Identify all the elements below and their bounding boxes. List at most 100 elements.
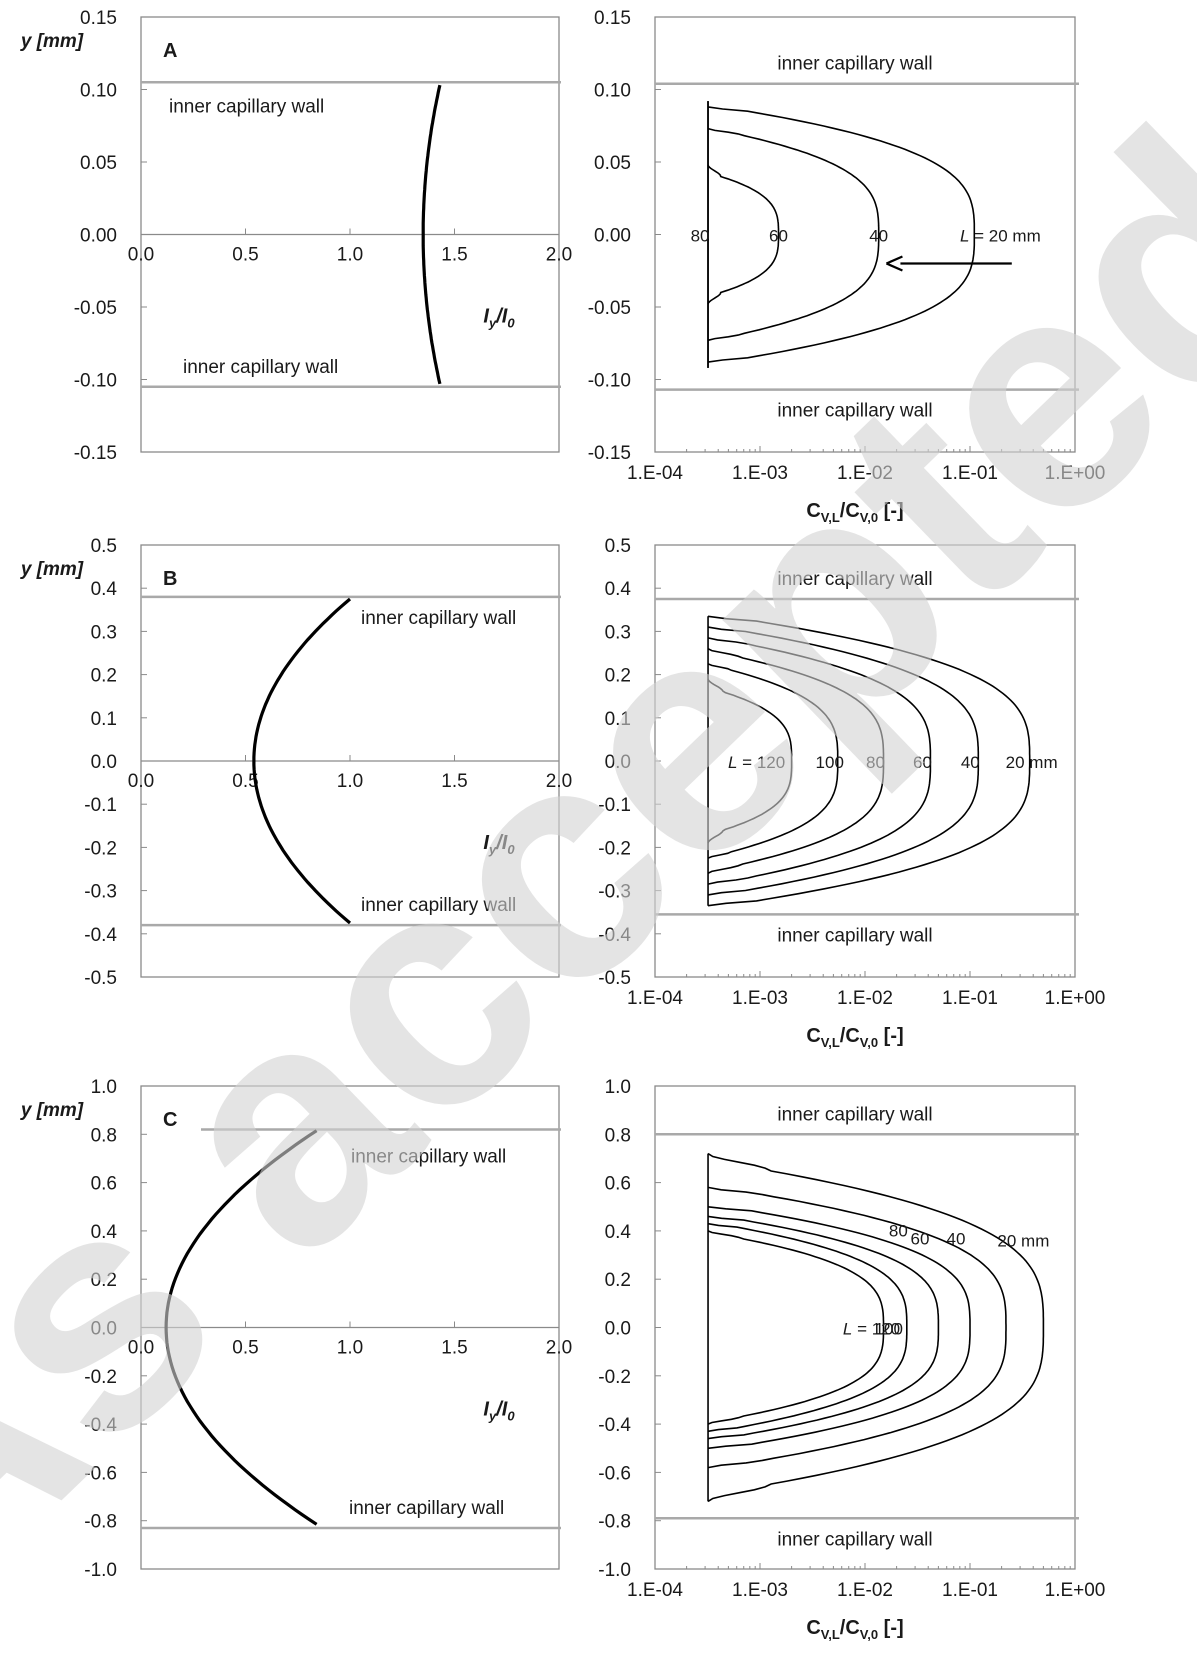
y-tick-label: 0.8 [91, 1125, 117, 1146]
y-tick-label: 0.05 [594, 153, 631, 174]
y-tick-label: -0.15 [588, 443, 631, 464]
x-tick-label: 1.E-03 [732, 1580, 788, 1601]
x-tick-label: 0.0 [128, 771, 154, 792]
y-tick-label: -0.8 [84, 1512, 117, 1533]
y-tick-label: 0.4 [605, 1222, 632, 1243]
concentration-curve [707, 1152, 1045, 1503]
x-axis-title: CV,L/CV,0 [-] [806, 500, 903, 525]
y-tick-label: -1.0 [598, 1560, 631, 1581]
wall-label: inner capillary wall [777, 54, 932, 75]
y-tick-label: -0.6 [84, 1463, 117, 1484]
y-tick-label: 0.3 [91, 622, 117, 643]
y-tick-label: 0.2 [91, 666, 117, 687]
y-tick-label: -0.3 [84, 882, 117, 903]
y-tick-label: 0.10 [80, 81, 117, 102]
series-label: 80 [866, 753, 885, 772]
series-label: 80 [889, 1222, 908, 1241]
x-tick-label: 2.0 [546, 1338, 572, 1359]
x-tick-label: 1.E-02 [837, 988, 893, 1009]
y-tick-label: 1.0 [605, 1077, 631, 1098]
x-tick-label: 1.E+00 [1045, 1580, 1106, 1601]
x-tick-label: 1.5 [441, 1338, 467, 1359]
wall-label: inner capillary wall [351, 1146, 506, 1167]
wall-label: inner capillary wall [361, 895, 516, 916]
x-tick-label: 1.E+00 [1045, 463, 1106, 484]
x-tick-label: 0.5 [232, 771, 258, 792]
y-tick-label: -0.8 [598, 1512, 631, 1533]
x-tick-label: 1.E-01 [942, 988, 998, 1009]
y-tick-label: 0.5 [605, 536, 631, 557]
wall-label: inner capillary wall [777, 925, 932, 946]
intensity-profile [252, 597, 352, 925]
y-tick-label: -0.5 [598, 968, 631, 989]
y-axis-title: y [mm] [20, 31, 84, 52]
x-tick-label: 0.0 [128, 1338, 154, 1359]
y-tick-label: -0.2 [84, 838, 117, 859]
concentration-curve [707, 1215, 940, 1440]
series-label: 60 [911, 1230, 930, 1249]
x-tick-label: 1.5 [441, 245, 467, 266]
x-tick-label: 0.0 [128, 245, 154, 266]
x-tick-label: 0.5 [232, 245, 258, 266]
y-tick-label: -1.0 [84, 1560, 117, 1581]
x-tick-label: 1.E-02 [837, 1580, 893, 1601]
y-tick-label: -0.2 [84, 1367, 117, 1388]
series-label: 40 [961, 753, 980, 772]
x-tick-label: 1.E-01 [942, 1580, 998, 1601]
concentration-curve [707, 637, 932, 885]
concentration-curve [707, 164, 780, 305]
x-tick-label: 2.0 [546, 245, 572, 266]
y-tick-label: -0.3 [598, 882, 631, 903]
y-tick-label: -0.15 [74, 443, 117, 464]
series-label: 20 mm [997, 1232, 1049, 1251]
concentration-curve [707, 1222, 908, 1433]
panel-label: C [163, 1109, 177, 1131]
series-label: L = 120 [843, 1320, 900, 1339]
y-tick-label: -0.4 [598, 925, 631, 946]
panel-label: A [163, 40, 177, 62]
series-label: 100 [875, 1320, 903, 1339]
x-tick-label: 1.0 [337, 1338, 363, 1359]
wall-label: inner capillary wall [169, 96, 324, 117]
y-tick-label: 0.10 [594, 81, 631, 102]
y-tick-label: -0.2 [598, 1367, 631, 1388]
series-label: 80 [691, 227, 710, 246]
y-tick-label: 0.4 [91, 1222, 118, 1243]
wall-label: inner capillary wall [361, 608, 516, 629]
series-label: 40 [946, 1230, 965, 1249]
y-tick-label: 0.2 [91, 1270, 117, 1291]
x-tick-label: 0.5 [232, 1338, 258, 1359]
y-tick-label: 0.3 [605, 622, 631, 643]
y-tick-label: 0.5 [91, 536, 117, 557]
wall-label: inner capillary wall [777, 569, 932, 590]
y-tick-label: -0.05 [588, 298, 631, 319]
chart-panel-c-right: -1.0 -0.8 -0.6 -0.4 -0.2 0.0 0.2 0.4 0.6 0.8 1.0 1.… [598, 1077, 1105, 1642]
x-tick-label: 1.0 [337, 771, 363, 792]
x-tick-label: 1.5 [441, 771, 467, 792]
chart-panel-b-left: -0.5 -0.4 -0.3 -0.2 -0.1 0.0 0.1 0.2 0.3 0.4 0.5 0.… [20, 536, 572, 989]
intensity-profile [164, 1129, 318, 1526]
wall-label: inner capillary wall [777, 401, 932, 422]
y-tick-label: -0.1 [84, 795, 117, 816]
y-tick-label: -0.5 [84, 968, 117, 989]
y-tick-label: 0.0 [91, 1319, 117, 1340]
x-tick-label: 1.E-01 [942, 463, 998, 484]
y-tick-label: -0.4 [84, 1415, 117, 1436]
chart-panel-c-left: -1.0 -0.8 -0.6 -0.4 -0.2 0.0 0.2 0.4 0.6 0.8 1.0 0.… [20, 1077, 572, 1581]
y-tick-label: 0.15 [594, 8, 631, 29]
y-tick-label: -0.05 [74, 298, 117, 319]
chart-panel-a-left: -0.15 -0.10 -0.05 0.00 0.05 0.10 0.15 0.0 0.5 1.0… [20, 8, 572, 464]
wall-label: inner capillary wall [183, 357, 338, 378]
wall-label: inner capillary wall [349, 1498, 504, 1519]
y-tick-label: 0.4 [91, 579, 118, 600]
x-tick-label: 1.0 [337, 245, 363, 266]
x-axis-title: Iy/I0 [483, 306, 515, 331]
y-axis-title: y [mm] [20, 559, 84, 580]
y-tick-label: -0.10 [588, 371, 631, 392]
y-tick-label: 0.2 [605, 1270, 631, 1291]
y-tick-label: 1.0 [91, 1077, 117, 1098]
y-tick-label: 0.8 [605, 1125, 631, 1146]
y-tick-label: -0.6 [598, 1463, 631, 1484]
series-label: 40 [869, 227, 888, 246]
